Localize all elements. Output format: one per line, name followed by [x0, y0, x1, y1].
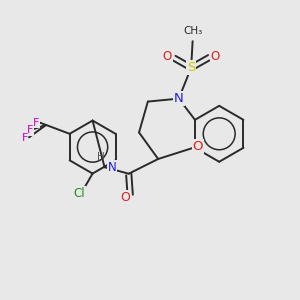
Text: F: F: [33, 118, 40, 128]
Text: H: H: [97, 152, 105, 162]
Text: F: F: [27, 125, 34, 135]
Text: S: S: [187, 61, 195, 74]
Text: N: N: [174, 92, 184, 105]
Text: O: O: [211, 50, 220, 63]
Text: O: O: [193, 140, 203, 153]
Text: O: O: [162, 50, 172, 63]
Text: F: F: [21, 133, 28, 143]
Text: N: N: [107, 161, 116, 174]
Text: Cl: Cl: [74, 187, 85, 200]
Text: CH₃: CH₃: [184, 26, 203, 36]
Text: O: O: [120, 191, 130, 204]
